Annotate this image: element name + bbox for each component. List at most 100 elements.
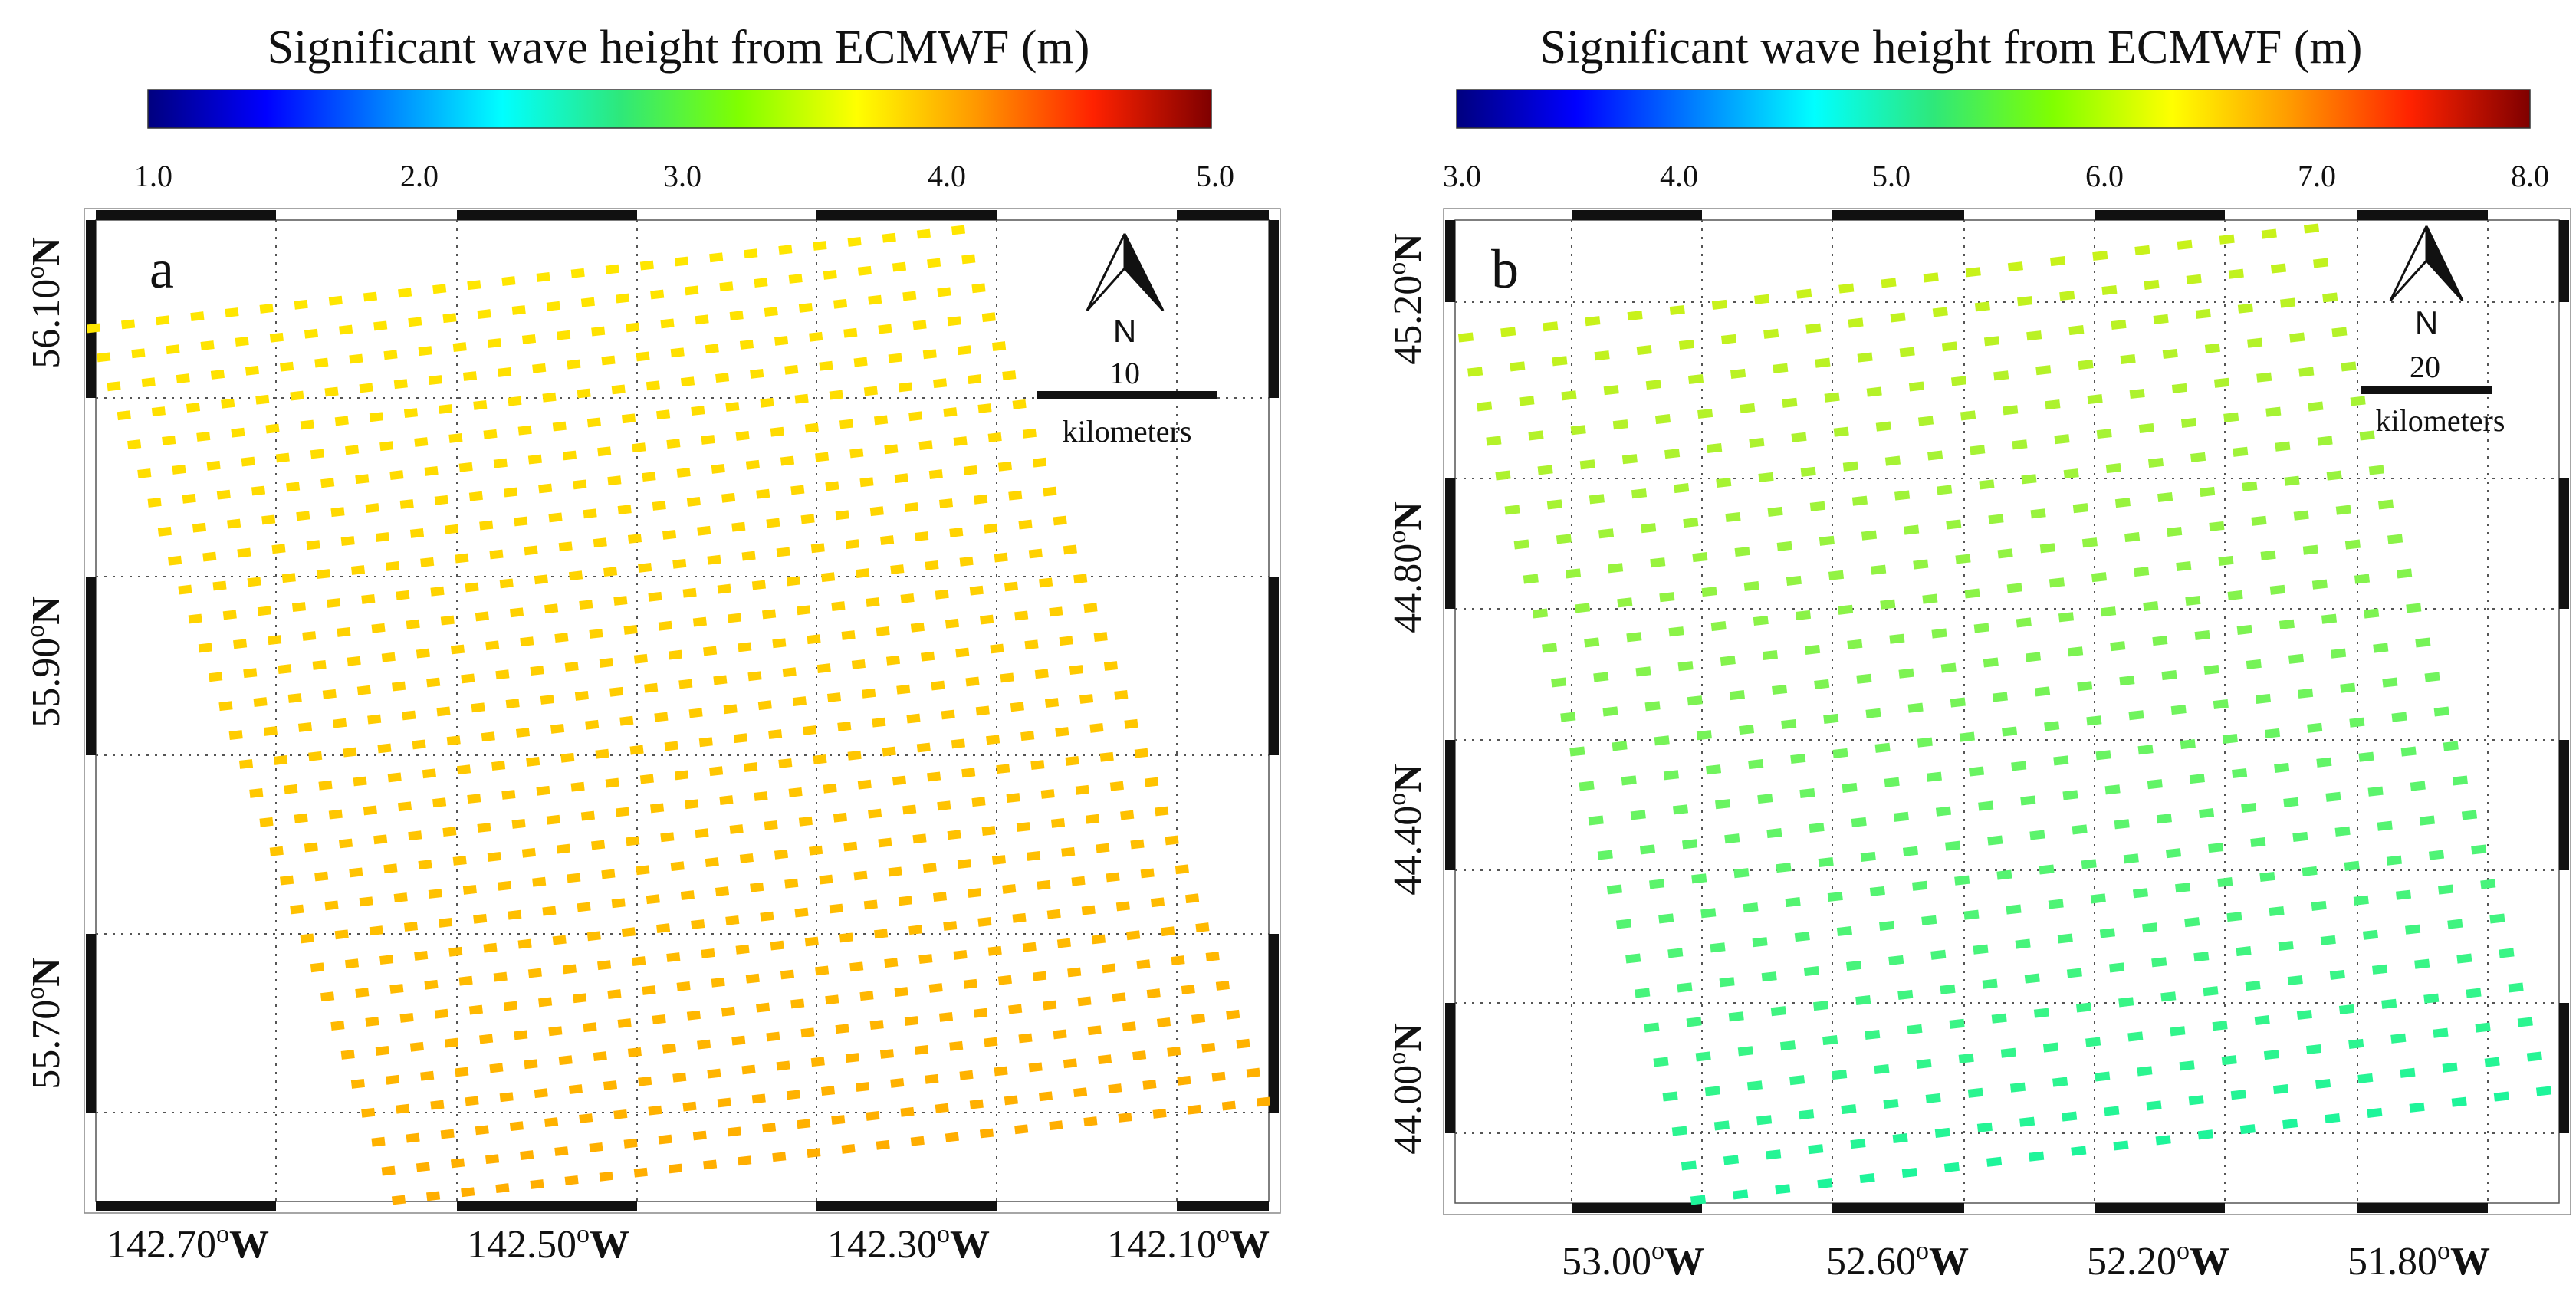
data-point [646, 894, 660, 905]
data-point [1669, 304, 1685, 316]
data-point [564, 1175, 579, 1185]
data-point [408, 830, 422, 841]
data-point [680, 890, 695, 901]
data-point [766, 1031, 780, 1042]
data-point [570, 781, 585, 792]
data-point [1782, 397, 1798, 408]
data-point [878, 324, 892, 334]
data-point [439, 917, 453, 928]
data-point [499, 1092, 514, 1103]
data-point [2124, 532, 2141, 543]
data-point [959, 1070, 974, 1080]
data-point [2203, 986, 2219, 997]
data-point [2193, 952, 2210, 962]
data-point [1841, 1104, 1857, 1115]
data-point [2050, 256, 2066, 267]
data-point [396, 1103, 410, 1114]
data-point [389, 470, 404, 481]
data-point [1865, 708, 1881, 718]
data-point [1711, 299, 1727, 310]
data-point [1937, 485, 1953, 495]
data-point [1889, 633, 1905, 644]
colorbar-ticks: 1.0 2.0 3.0 4.0 5.0 [134, 159, 1234, 193]
data-point [797, 1119, 811, 1129]
data-point [601, 869, 616, 879]
data-point [1740, 403, 1756, 413]
data-point [2189, 774, 2205, 784]
data-point [862, 688, 876, 699]
data-point [2428, 850, 2445, 860]
data-point [997, 975, 1012, 985]
data-point [1004, 1095, 1018, 1106]
data-point [957, 345, 971, 356]
data-point [725, 915, 740, 925]
data-point [886, 655, 901, 666]
data-point [835, 510, 849, 521]
data-point [1617, 597, 1633, 608]
data-point [1888, 955, 1904, 965]
data-point [210, 369, 225, 380]
data-point [666, 952, 681, 962]
data-point [209, 672, 223, 682]
data-point [290, 904, 304, 915]
data-point [2269, 906, 2285, 917]
data-point [241, 456, 255, 467]
data-point [1927, 450, 1944, 461]
data-point [1510, 361, 1526, 372]
data-point [182, 493, 196, 504]
data-point [951, 225, 966, 235]
data-point [1776, 863, 1792, 873]
data-point [524, 545, 538, 556]
data-point [2110, 641, 2126, 652]
data-point [670, 347, 685, 358]
data-point [1707, 442, 1723, 454]
data-point [1856, 673, 1872, 684]
data-point [2105, 463, 2121, 474]
data-point [751, 580, 766, 590]
data-point [1983, 336, 2000, 347]
data-point [456, 764, 472, 775]
data-point [764, 307, 778, 317]
data-point [269, 846, 284, 856]
data-point [188, 613, 202, 624]
data-point [1645, 380, 1661, 390]
data-point [715, 373, 730, 383]
data-point [2368, 465, 2384, 475]
data-point [288, 693, 302, 703]
data-point [310, 449, 324, 459]
data-point [1055, 727, 1070, 737]
data-point [770, 426, 784, 437]
data-point [662, 1043, 677, 1054]
panel-b: Significant wave height from ECMWF (m) 3… [1383, 21, 2571, 1284]
data-point [2340, 682, 2356, 693]
data-point [868, 808, 882, 819]
data-point [228, 730, 243, 741]
data-point [1950, 376, 1967, 386]
data-point [2059, 291, 2075, 301]
data-point [310, 962, 324, 973]
data-point [479, 1034, 494, 1044]
data-point [623, 1138, 638, 1149]
data-point [1191, 1013, 1206, 1024]
data-point [2156, 814, 2172, 824]
data-point [2188, 1095, 2204, 1106]
data-point [1926, 771, 1942, 782]
data-point [1636, 345, 1652, 356]
data-point [1958, 1053, 1974, 1063]
data-point [856, 1082, 870, 1092]
data-point [731, 1035, 746, 1046]
data-point [1130, 839, 1145, 850]
data-point [605, 264, 619, 274]
data-point [1018, 519, 1033, 530]
data-point [686, 1010, 701, 1021]
data-point [961, 768, 976, 778]
data-point [2147, 457, 2164, 468]
data-point [212, 580, 227, 591]
data-point [493, 971, 508, 982]
data-point [1682, 839, 1698, 850]
data-point [1140, 868, 1155, 879]
data-point [1687, 695, 1703, 706]
data-point [1842, 782, 1858, 793]
data-point [2143, 601, 2159, 612]
data-point [532, 363, 547, 373]
